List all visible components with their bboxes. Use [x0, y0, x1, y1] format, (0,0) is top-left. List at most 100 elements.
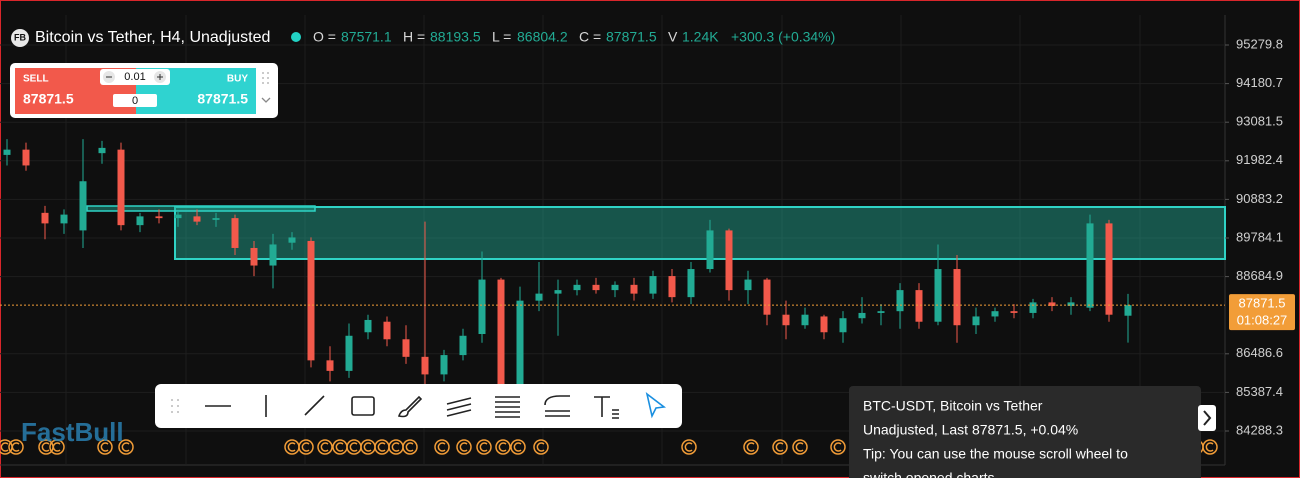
candle-body — [478, 279, 486, 335]
candle-body — [592, 284, 600, 291]
candles — [3, 139, 1132, 396]
event-marker[interactable] — [298, 439, 314, 455]
event-marker-glyph — [349, 442, 358, 452]
event-marker-glyph — [405, 442, 414, 452]
bar-countdown: 01:08:27 — [1237, 313, 1288, 328]
drawing-toolbar — [155, 384, 682, 428]
event-marker[interactable] — [533, 439, 549, 455]
zone-rectangle[interactable] — [86, 205, 316, 212]
tooltip-line: BTC-USDT, Bitcoin vs Tether — [863, 398, 1043, 414]
y-tick-label: 84288.3 — [1236, 422, 1283, 437]
zone-rectangle[interactable] — [174, 206, 1226, 260]
status-dot — [291, 32, 301, 42]
grid — [0, 44, 1225, 432]
candle-body — [1010, 311, 1018, 313]
rectangle-tool[interactable] — [351, 396, 375, 416]
candle-body — [79, 181, 87, 231]
collapse-icon[interactable] — [261, 97, 271, 103]
event-marker[interactable] — [402, 439, 418, 455]
ohlc-label: H = — [403, 29, 425, 45]
brush-tool[interactable] — [397, 395, 423, 418]
ohlc-value: 87571.1 — [341, 29, 392, 45]
event-marker[interactable] — [476, 439, 492, 455]
candle-body — [820, 316, 828, 333]
event-marker[interactable] — [317, 439, 333, 455]
candle-body — [41, 212, 49, 224]
last-price-label — [1229, 294, 1295, 331]
event-marker[interactable] — [743, 439, 759, 455]
buy-price[interactable]: 87871.5 — [197, 91, 248, 107]
event-marker[interactable] — [510, 439, 526, 455]
cursor-tool[interactable] — [645, 392, 667, 419]
scroll-right-button[interactable] — [1198, 405, 1216, 431]
candle-body — [858, 312, 866, 319]
candle-body — [516, 300, 524, 385]
candle-body — [1105, 223, 1113, 315]
candle-body — [136, 216, 144, 226]
candle-body — [877, 311, 885, 313]
text-tool[interactable] — [594, 396, 619, 419]
event-marker-glyph — [1205, 442, 1214, 452]
candle-body — [193, 216, 201, 222]
y-tick-label: 93081.5 — [1236, 114, 1283, 129]
event-marker[interactable] — [456, 439, 472, 455]
event-marker-glyph — [833, 442, 842, 452]
ohlc-value: 86804.2 — [517, 29, 568, 45]
trend-line-tool[interactable] — [304, 395, 325, 416]
candle-body — [459, 335, 467, 356]
candle-body — [497, 279, 505, 385]
event-marker[interactable] — [681, 439, 697, 455]
ohlc-label: C = — [579, 29, 601, 45]
candle-body — [1048, 302, 1056, 306]
candle-body — [706, 230, 714, 270]
tooltip-line: Tip: You can use the mouse scroll wheel … — [863, 446, 1128, 462]
last-price-text: 87871.5 — [1239, 296, 1286, 311]
toolbar-drag-handle[interactable] — [171, 399, 179, 413]
candle-body — [326, 360, 334, 371]
event-marker-glyph — [513, 442, 522, 452]
symbol-title: Bitcoin vs Tether, H4, Unadjusted — [35, 29, 270, 46]
ohlc-label: L = — [492, 29, 511, 45]
candle-body — [611, 284, 619, 291]
event-marker[interactable] — [8, 439, 24, 455]
event-marker[interactable] — [1202, 439, 1218, 455]
badge-text: FB — [14, 32, 26, 42]
candle-body — [535, 293, 543, 301]
event-marker[interactable] — [495, 439, 511, 455]
candle-body — [1029, 302, 1037, 313]
event-marker[interactable] — [792, 439, 808, 455]
candle-body — [801, 314, 809, 326]
candle-body — [896, 290, 904, 312]
sell-price[interactable]: 87871.5 — [23, 91, 74, 107]
candle-body — [421, 356, 429, 375]
candle-body — [649, 276, 657, 294]
event-marker-glyph — [121, 442, 130, 452]
event-marker[interactable] — [772, 439, 788, 455]
candle-body — [953, 269, 961, 326]
event-marker[interactable] — [97, 439, 113, 455]
event-marker[interactable] — [830, 439, 846, 455]
candle-body — [3, 149, 11, 155]
y-tick-label: 90883.2 — [1236, 191, 1283, 206]
candle-body — [288, 237, 296, 243]
candle-body — [307, 240, 315, 361]
candle-body — [98, 147, 106, 154]
event-marker[interactable] — [49, 439, 65, 455]
candle-body — [915, 290, 923, 322]
candle-body — [174, 214, 182, 219]
candle-body — [155, 216, 163, 219]
channel-tool[interactable] — [446, 397, 472, 417]
event-marker[interactable] — [434, 439, 450, 455]
curve-tool[interactable] — [544, 395, 570, 417]
change-value: +300.3 (+0.34%) — [731, 29, 835, 45]
candle-body — [668, 276, 676, 298]
y-tick-label: 85387.4 — [1236, 384, 1283, 399]
candle-body — [440, 355, 448, 375]
fibonacci-tool[interactable] — [495, 396, 520, 418]
drag-handle[interactable] — [262, 72, 269, 84]
event-marker[interactable] — [118, 439, 134, 455]
amount-field[interactable] — [113, 94, 157, 107]
lot-size[interactable]: 0.01 — [124, 71, 145, 83]
candle-body — [782, 314, 790, 326]
